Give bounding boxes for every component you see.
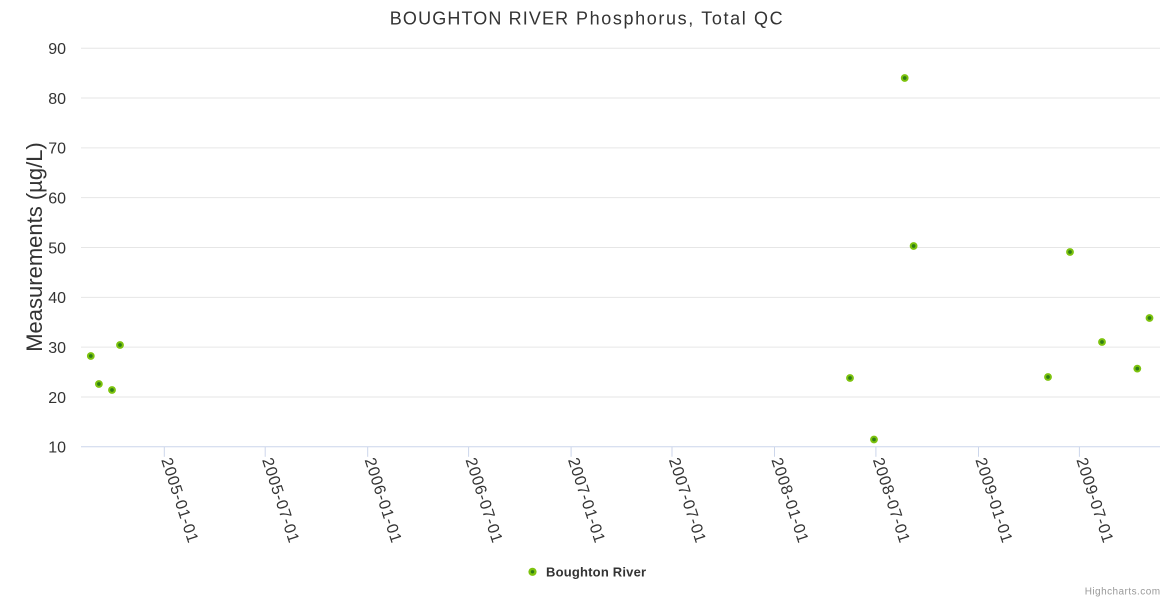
svg-text:Boughton River: Boughton River [546, 565, 646, 580]
svg-text:70: 70 [48, 141, 66, 158]
svg-text:Highcharts.com: Highcharts.com [1085, 587, 1161, 598]
svg-text:Measurements (µg/L): Measurements (µg/L) [22, 142, 47, 352]
svg-text:30: 30 [48, 340, 66, 357]
svg-text:50: 50 [48, 240, 66, 257]
svg-text:20: 20 [48, 390, 66, 407]
svg-text:80: 80 [48, 91, 66, 108]
svg-text:BOUGHTON RIVER Phosphorus, Tot: BOUGHTON RIVER Phosphorus, Total QC [390, 9, 785, 29]
svg-text:10: 10 [48, 440, 66, 457]
svg-text:60: 60 [48, 190, 66, 207]
svg-text:40: 40 [48, 290, 66, 307]
svg-text:90: 90 [48, 41, 66, 58]
